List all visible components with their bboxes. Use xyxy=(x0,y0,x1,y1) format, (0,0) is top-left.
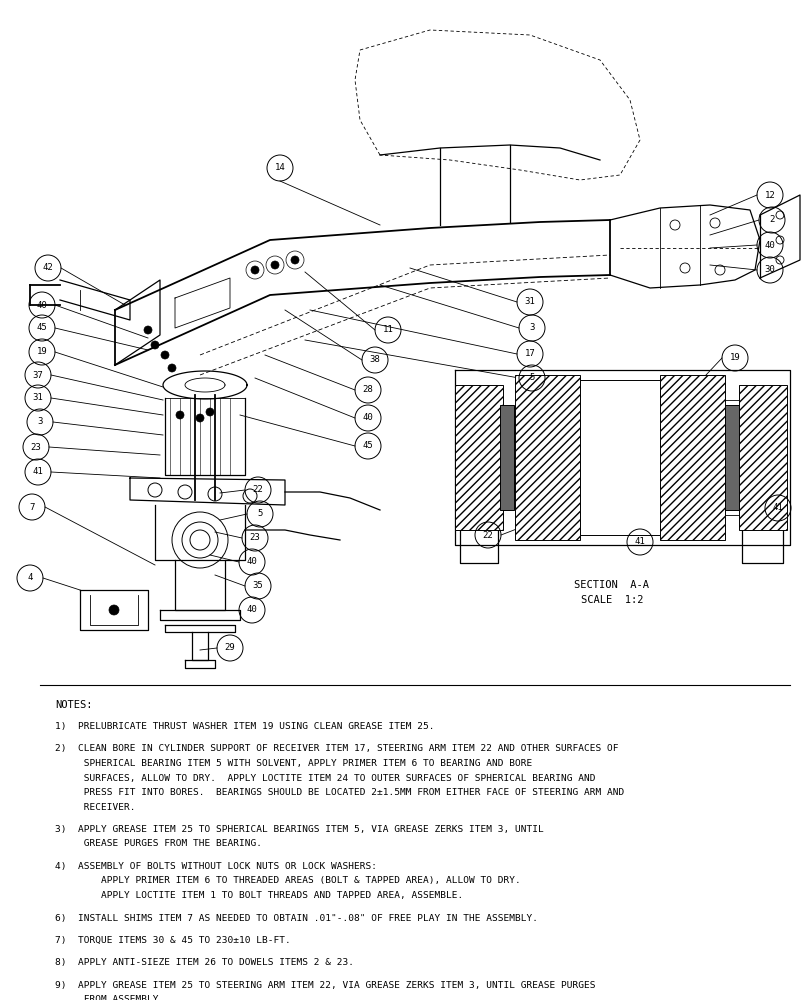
Text: 41: 41 xyxy=(32,468,43,477)
Text: 30: 30 xyxy=(764,265,775,274)
Text: 38: 38 xyxy=(369,356,380,364)
Text: 12: 12 xyxy=(764,190,775,200)
Text: 28: 28 xyxy=(363,385,373,394)
Text: 5: 5 xyxy=(257,510,263,518)
Circle shape xyxy=(161,351,169,359)
Text: 40: 40 xyxy=(36,300,47,310)
Text: 3: 3 xyxy=(529,324,534,332)
Circle shape xyxy=(251,266,259,274)
Text: 11: 11 xyxy=(382,326,393,334)
Text: 1)  PRELUBRICATE THRUST WASHER ITEM 19 USING CLEAN GREASE ITEM 25.: 1) PRELUBRICATE THRUST WASHER ITEM 19 US… xyxy=(55,722,434,731)
Text: GREASE PURGES FROM THE BEARING.: GREASE PURGES FROM THE BEARING. xyxy=(55,840,262,848)
Text: 31: 31 xyxy=(524,298,534,306)
FancyBboxPatch shape xyxy=(514,375,579,540)
Circle shape xyxy=(144,326,152,334)
Circle shape xyxy=(290,256,298,264)
FancyBboxPatch shape xyxy=(454,385,502,530)
Circle shape xyxy=(168,364,176,372)
Text: 41: 41 xyxy=(772,504,783,512)
Text: 8)  APPLY ANTI-SIEZE ITEM 26 TO DOWELS ITEMS 2 & 23.: 8) APPLY ANTI-SIEZE ITEM 26 TO DOWELS IT… xyxy=(55,958,354,968)
Text: 7: 7 xyxy=(29,502,35,512)
Text: 40: 40 xyxy=(363,414,373,422)
Text: 3)  APPLY GREASE ITEM 25 TO SPHERICAL BEARINGS ITEM 5, VIA GREASE ZERKS ITEM 3, : 3) APPLY GREASE ITEM 25 TO SPHERICAL BEA… xyxy=(55,825,543,834)
Text: APPLY LOCTITE ITEM 1 TO BOLT THREADS AND TAPPED AREA, ASSEMBLE.: APPLY LOCTITE ITEM 1 TO BOLT THREADS AND… xyxy=(55,891,463,900)
Text: SECTION  A-A: SECTION A-A xyxy=(574,580,649,590)
FancyBboxPatch shape xyxy=(500,405,513,510)
Text: 4)  ASSEMBLY OF BOLTS WITHOUT LOCK NUTS OR LOCK WASHERS:: 4) ASSEMBLY OF BOLTS WITHOUT LOCK NUTS O… xyxy=(55,862,376,871)
Text: 31: 31 xyxy=(32,393,43,402)
Circle shape xyxy=(176,411,184,419)
Text: 19: 19 xyxy=(36,348,47,357)
Circle shape xyxy=(271,261,279,269)
Text: 41: 41 xyxy=(634,538,645,546)
Text: 17: 17 xyxy=(524,350,534,359)
Text: 6)  INSTALL SHIMS ITEM 7 AS NEEDED TO OBTAIN .01"-.08" OF FREE PLAY IN THE ASSEM: 6) INSTALL SHIMS ITEM 7 AS NEEDED TO OBT… xyxy=(55,914,538,922)
Text: SCALE  1:2: SCALE 1:2 xyxy=(580,595,642,605)
Text: PRESS FIT INTO BORES.  BEARINGS SHOULD BE LOCATED 2±1.5MM FROM EITHER FACE OF ST: PRESS FIT INTO BORES. BEARINGS SHOULD BE… xyxy=(55,788,624,797)
Text: 37: 37 xyxy=(32,370,43,379)
Circle shape xyxy=(151,341,159,349)
Text: 23: 23 xyxy=(249,534,260,542)
Text: 5: 5 xyxy=(529,373,534,382)
Text: 40: 40 xyxy=(764,240,775,249)
Text: 19: 19 xyxy=(729,354,740,362)
Text: 9)  APPLY GREASE ITEM 25 TO STEERING ARM ITEM 22, VIA GREASE ZERKS ITEM 3, UNTIL: 9) APPLY GREASE ITEM 25 TO STEERING ARM … xyxy=(55,981,594,990)
Text: 42: 42 xyxy=(42,263,54,272)
Text: 29: 29 xyxy=(225,644,235,652)
Text: 23: 23 xyxy=(31,442,41,452)
Text: 2: 2 xyxy=(768,216,774,225)
Circle shape xyxy=(195,414,204,422)
Text: 35: 35 xyxy=(252,582,263,590)
FancyBboxPatch shape xyxy=(659,375,724,540)
Text: 40: 40 xyxy=(247,605,257,614)
FancyBboxPatch shape xyxy=(738,385,786,530)
Text: NOTES:: NOTES: xyxy=(55,700,92,710)
Text: 7)  TORQUE ITEMS 30 & 45 TO 230±10 LB-FT.: 7) TORQUE ITEMS 30 & 45 TO 230±10 LB-FT. xyxy=(55,936,290,945)
Circle shape xyxy=(206,408,214,416)
Text: SPHERICAL BEARING ITEM 5 WITH SOLVENT, APPLY PRIMER ITEM 6 TO BEARING AND BORE: SPHERICAL BEARING ITEM 5 WITH SOLVENT, A… xyxy=(55,759,531,768)
Text: 22: 22 xyxy=(482,530,493,540)
Text: 2)  CLEAN BORE IN CYLINDER SUPPORT OF RECEIVER ITEM 17, STEERING ARM ITEM 22 AND: 2) CLEAN BORE IN CYLINDER SUPPORT OF REC… xyxy=(55,744,618,754)
Text: 45: 45 xyxy=(363,442,373,450)
Circle shape xyxy=(109,605,119,615)
Text: 45: 45 xyxy=(36,324,47,332)
Text: SURFACES, ALLOW TO DRY.  APPLY LOCTITE ITEM 24 TO OUTER SURFACES OF SPHERICAL BE: SURFACES, ALLOW TO DRY. APPLY LOCTITE IT… xyxy=(55,774,594,782)
Text: 4: 4 xyxy=(28,574,32,582)
Text: 3: 3 xyxy=(37,418,43,426)
Text: RECEIVER.: RECEIVER. xyxy=(55,802,135,812)
FancyBboxPatch shape xyxy=(579,380,659,535)
Text: 22: 22 xyxy=(252,486,263,494)
FancyBboxPatch shape xyxy=(724,405,738,510)
Text: FROM ASSEMBLY.: FROM ASSEMBLY. xyxy=(55,996,164,1000)
Text: 14: 14 xyxy=(274,163,285,172)
Text: 40: 40 xyxy=(247,558,257,566)
Text: APPLY PRIMER ITEM 6 TO THREADED AREAS (BOLT & TAPPED AREA), ALLOW TO DRY.: APPLY PRIMER ITEM 6 TO THREADED AREAS (B… xyxy=(55,876,520,886)
